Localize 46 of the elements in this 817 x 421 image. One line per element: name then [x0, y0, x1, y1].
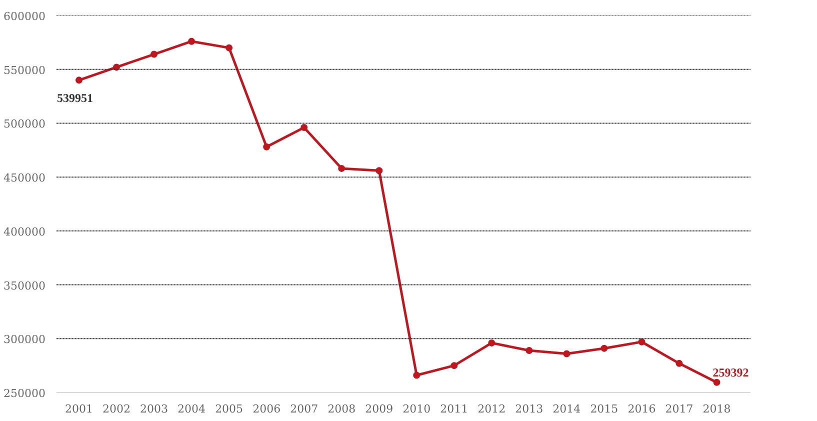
y-tick-label: 600000 [4, 10, 46, 23]
point [488, 339, 496, 346]
y-tick-label: 400000 [4, 225, 46, 238]
point [150, 50, 158, 58]
x-tick-label: 2012 [478, 402, 506, 416]
x-tick-label: 2009 [365, 402, 394, 416]
point [413, 372, 420, 379]
point [676, 360, 683, 367]
point [263, 143, 270, 150]
y-tick-label: 500000 [4, 118, 46, 131]
x-tick-label: 2008 [328, 402, 356, 416]
x-tick-label: 2003 [140, 402, 168, 416]
x-tick-label: 2004 [178, 402, 206, 416]
point [713, 378, 720, 386]
data-label: 259392 [712, 365, 749, 380]
point [526, 346, 533, 354]
x-tick-label: 2017 [665, 402, 694, 416]
point [450, 362, 458, 370]
x-tick-label: 2007 [290, 402, 318, 416]
y-tick-label: 450000 [4, 172, 46, 185]
point [113, 64, 120, 71]
x-tick-label: 2014 [552, 402, 581, 416]
x-tick-label: 2010 [402, 402, 431, 416]
point [376, 167, 383, 174]
point [563, 350, 570, 358]
x-tick-label: 2016 [628, 402, 656, 416]
point [338, 164, 346, 172]
x-tick-label: 2015 [590, 402, 618, 416]
x-tick-label: 2006 [252, 402, 281, 416]
point [600, 344, 608, 352]
y-tick-label: 300000 [4, 333, 46, 346]
y-tick-label: 550000 [4, 64, 46, 77]
y-tick-label: 350000 [4, 279, 46, 292]
y-tick-label: 250000 [4, 387, 46, 400]
x-tick-label: 2002 [102, 402, 131, 416]
point [300, 124, 308, 132]
point [638, 338, 646, 346]
point [76, 76, 83, 84]
x-tick-label: 2011 [440, 402, 468, 416]
x-tick-label: 2013 [515, 402, 544, 416]
point [226, 44, 233, 52]
point [188, 38, 196, 45]
data-label: 539951 [57, 91, 94, 106]
x-tick-label: 2001 [65, 402, 94, 416]
x-tick-label: 2005 [215, 402, 244, 416]
x-tick-label: 2018 [702, 402, 731, 416]
